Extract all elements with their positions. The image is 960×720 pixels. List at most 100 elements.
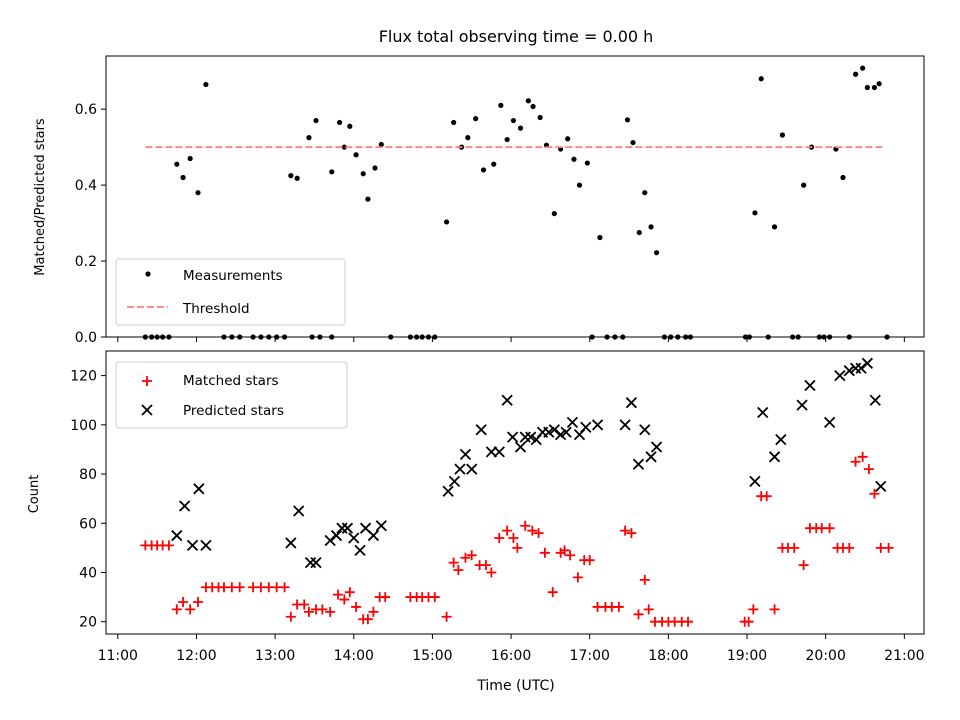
measurement-point — [329, 169, 335, 175]
measurement-point — [771, 224, 778, 230]
measurement-point — [337, 119, 343, 126]
matched-star-point — [339, 594, 350, 605]
measurement-point — [790, 334, 796, 340]
matched-star-point — [869, 488, 880, 499]
count-panel: 20 40 60 80 100 120 11:00 12:00 13:00 14:00 15:00… — [27, 350, 925, 694]
measurement-point — [871, 84, 878, 91]
legend-measurements-label: Measurements — [183, 268, 283, 284]
ratio-panel-frame — [105, 55, 925, 338]
matched-star-point — [466, 550, 477, 561]
x-tick-label: 11:00 — [98, 648, 138, 664]
matched-star-point — [351, 601, 362, 612]
measurement-point — [414, 334, 420, 340]
measurement-point — [372, 165, 378, 171]
y-tick-label: 40 — [79, 565, 97, 581]
matched-star-point — [380, 592, 391, 603]
predicted-star-point — [625, 397, 638, 409]
y-tick-label: 0.4 — [75, 178, 97, 194]
measurement-point — [149, 334, 155, 340]
y-tick-label: 100 — [70, 418, 97, 434]
matched-star-point — [565, 550, 576, 561]
measurement-point — [624, 117, 631, 123]
predicted-star-point — [448, 475, 461, 488]
measurement-point — [551, 210, 557, 217]
matched-star-point — [502, 525, 513, 536]
predicted-star-point — [823, 416, 836, 429]
measurement-point — [746, 334, 752, 340]
matched-star-point — [626, 528, 637, 539]
measurement-point — [473, 116, 479, 122]
predicted-star-point — [341, 522, 354, 534]
predicted-star-point — [454, 463, 466, 475]
matched-star-point — [613, 601, 624, 612]
x-tick-label: 17:00 — [570, 648, 610, 664]
matched-star-point — [620, 525, 631, 536]
matched-star-point — [769, 604, 780, 615]
measurement-point — [317, 334, 323, 340]
matched-star-point — [761, 491, 772, 502]
predicted-star-point — [843, 365, 855, 377]
measurement-point — [313, 117, 319, 124]
y-tick-label: 20 — [79, 615, 97, 631]
ratio-y-axis-label: Matched/Predicted stars — [33, 118, 48, 276]
x-tick-label: 15:00 — [412, 648, 452, 664]
count-legend: Matched stars Predicted stars — [115, 361, 348, 429]
matched-star-point — [429, 592, 440, 603]
measurement-point — [221, 334, 227, 340]
predicted-star-point — [804, 379, 816, 392]
matched-star-point — [480, 560, 491, 571]
predicted-star-point — [775, 433, 787, 446]
measurement-point — [154, 334, 160, 340]
measurement-point — [347, 123, 353, 129]
matched-star-point — [193, 597, 204, 608]
predicted-star-point — [501, 394, 513, 406]
matched-star-point — [486, 567, 497, 578]
matched-star-point — [527, 525, 538, 536]
measurement-point — [565, 136, 571, 142]
predicted-star-point — [200, 539, 212, 552]
measurement-point — [752, 210, 758, 216]
measurement-point — [636, 229, 642, 236]
measurement-point — [537, 114, 543, 121]
measurement-point — [180, 174, 186, 181]
measurement-point — [378, 141, 384, 148]
measurement-point — [504, 136, 510, 143]
measurement-point — [187, 155, 193, 162]
y-tick-label: 120 — [70, 369, 97, 385]
predicted-star-point — [375, 520, 387, 532]
measurement-point — [166, 334, 172, 340]
matched-star-point — [850, 456, 861, 467]
matched-star-point — [743, 616, 754, 627]
measurement-point — [451, 119, 457, 126]
matched-star-point — [333, 589, 344, 600]
matched-star-point — [494, 533, 505, 544]
x-tick-label: 14:00 — [334, 648, 374, 664]
predicted-star-point — [619, 419, 631, 431]
predicted-star-point — [179, 500, 191, 512]
measurement-point — [174, 161, 180, 167]
measurement-point — [675, 334, 681, 340]
predicted-star-point — [186, 539, 199, 552]
measurement-point — [795, 334, 801, 340]
predicted-star-point — [548, 424, 560, 436]
matched-star-point — [368, 606, 379, 617]
measurement-point — [266, 334, 272, 340]
predicted-star-point — [543, 426, 555, 438]
measurement-point — [491, 161, 497, 167]
measurement-point — [517, 125, 524, 131]
matched-star-point — [362, 614, 373, 625]
measurement-point — [288, 173, 294, 179]
legend-matched-marker — [142, 376, 152, 386]
measurement-point — [419, 334, 425, 340]
measurement-point — [229, 334, 235, 340]
measurement-point — [816, 334, 822, 340]
matched-star-point — [798, 560, 809, 571]
predicted-star-point — [493, 446, 505, 458]
chart-title: Flux total observing time = 0.00 h — [379, 27, 654, 46]
measurement-point — [779, 132, 786, 138]
measurement-point — [329, 334, 335, 340]
predicted-star-point — [834, 369, 846, 382]
x-axis-label: Time (UTC) — [476, 678, 554, 694]
measurement-point — [160, 334, 166, 340]
